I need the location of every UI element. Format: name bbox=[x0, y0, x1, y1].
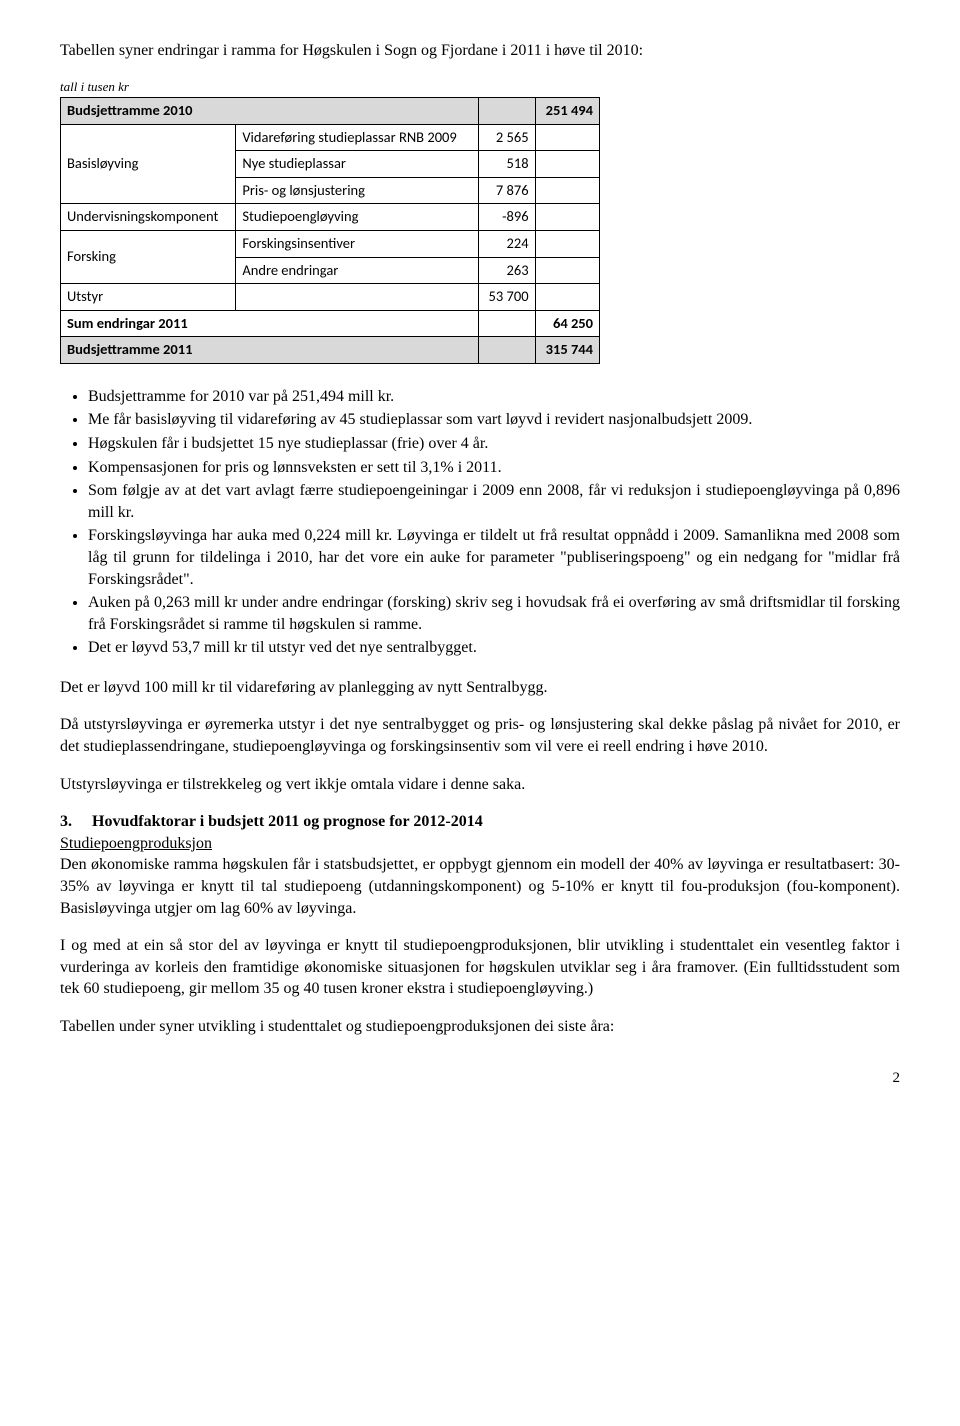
cell-label: Nye studieplassar bbox=[236, 151, 479, 178]
cell-label: Forskingsinsentiver bbox=[236, 230, 479, 257]
paragraph: Utstyrsløyvinga er tilstrekkeleg og vert… bbox=[60, 774, 900, 796]
list-item: Forskingsløyvinga har auka med 0,224 mil… bbox=[88, 525, 900, 590]
cell-value bbox=[535, 284, 599, 311]
cell-value bbox=[535, 257, 599, 284]
section-title: Hovudfaktorar i budsjett 2011 og prognos… bbox=[92, 813, 483, 830]
cell-value bbox=[535, 124, 599, 151]
cell-value bbox=[535, 177, 599, 204]
cell-value: 53 700 bbox=[478, 284, 535, 311]
paragraph: Det er løyvd 100 mill kr til vidareførin… bbox=[60, 677, 900, 699]
cell-label: Sum endringar 2011 bbox=[61, 310, 479, 337]
page-number: 2 bbox=[60, 1068, 900, 1088]
cell-value bbox=[535, 230, 599, 257]
paragraph: Då utstyrsløyvinga er øyremerka utstyr i… bbox=[60, 714, 900, 757]
paragraph: Den økonomiske ramma høgskulen får i sta… bbox=[60, 854, 900, 919]
cell-label: Utstyr bbox=[61, 284, 236, 311]
cell-label: Studiepoengløyving bbox=[236, 204, 479, 231]
cell-value: 518 bbox=[478, 151, 535, 178]
cell-label: Forsking bbox=[61, 230, 236, 283]
table-row: Budsjettramme 2010 251 494 bbox=[61, 98, 600, 125]
table-row: Sum endringar 2011 64 250 bbox=[61, 310, 600, 337]
cell-label: Budsjettramme 2010 bbox=[61, 98, 479, 125]
table-row: Utstyr 53 700 bbox=[61, 284, 600, 311]
table-row: Forsking Forskingsinsentiver 224 bbox=[61, 230, 600, 257]
cell-value bbox=[478, 310, 535, 337]
cell-label: Undervisningskomponent bbox=[61, 204, 236, 231]
cell-value: -896 bbox=[478, 204, 535, 231]
cell-value bbox=[478, 98, 535, 125]
table-row: Undervisningskomponent Studiepoengløyvin… bbox=[61, 204, 600, 231]
table-row: Basisløyving Vidareføring studieplassar … bbox=[61, 124, 600, 151]
cell-value: 2 565 bbox=[478, 124, 535, 151]
bullet-list: Budsjettramme for 2010 var på 251,494 mi… bbox=[60, 386, 900, 659]
cell-value: 64 250 bbox=[535, 310, 599, 337]
cell-value bbox=[535, 151, 599, 178]
budget-table: Budsjettramme 2010 251 494 Basisløyving … bbox=[60, 97, 600, 364]
cell-value: 263 bbox=[478, 257, 535, 284]
list-item: Me får basisløyving til vidareføring av … bbox=[88, 409, 900, 431]
cell-value bbox=[535, 204, 599, 231]
cell-label: Andre endringar bbox=[236, 257, 479, 284]
list-item: Budsjettramme for 2010 var på 251,494 mi… bbox=[88, 386, 900, 408]
paragraph: I og med at ein så stor del av løyvinga … bbox=[60, 935, 900, 1000]
table-row: Budsjettramme 2011 315 744 bbox=[61, 337, 600, 364]
cell-label: Pris- og lønsjustering bbox=[236, 177, 479, 204]
list-item: Kompensasjonen for pris og lønnsveksten … bbox=[88, 457, 900, 479]
sub-heading: Studiepoengproduksjon bbox=[60, 833, 900, 855]
cell-value bbox=[478, 337, 535, 364]
cell-value: 7 876 bbox=[478, 177, 535, 204]
intro-text: Tabellen syner endringar i ramma for Høg… bbox=[60, 40, 900, 62]
table-caption: tall i tusen kr bbox=[60, 78, 900, 96]
cell-label bbox=[236, 284, 479, 311]
cell-value: 224 bbox=[478, 230, 535, 257]
list-item: Høgskulen får i budsjettet 15 nye studie… bbox=[88, 433, 900, 455]
section-heading: 3. Hovudfaktorar i budsjett 2011 og prog… bbox=[60, 811, 900, 833]
cell-value: 251 494 bbox=[535, 98, 599, 125]
cell-value: 315 744 bbox=[535, 337, 599, 364]
list-item: Som følgje av at det vart avlagt færre s… bbox=[88, 480, 900, 523]
cell-label: Budsjettramme 2011 bbox=[61, 337, 479, 364]
section-number: 3. bbox=[60, 813, 72, 830]
cell-label: Basisløyving bbox=[61, 124, 236, 204]
list-item: Det er løyvd 53,7 mill kr til utstyr ved… bbox=[88, 637, 900, 659]
list-item: Auken på 0,263 mill kr under andre endri… bbox=[88, 592, 900, 635]
cell-label: Vidareføring studieplassar RNB 2009 bbox=[236, 124, 479, 151]
sub-heading-text: Studiepoengproduksjon bbox=[60, 835, 212, 852]
paragraph: Tabellen under syner utvikling i student… bbox=[60, 1016, 900, 1038]
